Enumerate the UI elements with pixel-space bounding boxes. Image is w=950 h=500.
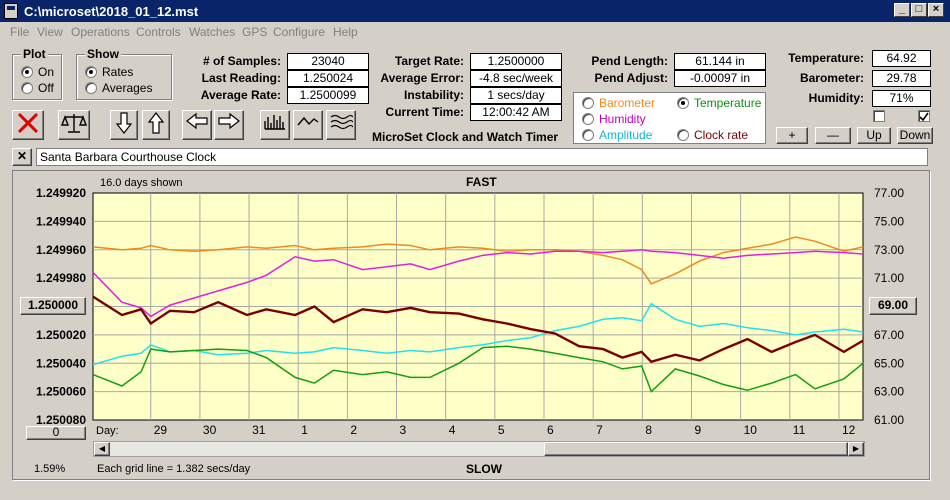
arrow-down-icon [115,112,133,134]
menu-gps[interactable]: GPS [242,25,268,39]
radio-empty-icon [85,82,97,94]
checkmark-icon [919,112,929,122]
clear-name-button[interactable]: ✕ [12,148,32,166]
move-up-button[interactable] [142,110,170,140]
radio-selected-icon [677,97,689,109]
instability-field: 1 secs/day [470,87,562,104]
menu-configure[interactable]: Configure [273,25,326,39]
current-time-label: Current Time: [385,105,464,119]
barometer-field: 29.78 [872,70,931,87]
plot-off-radio[interactable]: Off [21,81,54,95]
samples-field: 23040 [287,53,369,70]
average-error-label: Average Error: [380,71,464,85]
pend-length-label: Pend Length: [591,54,668,68]
scroll-left-arrow-icon[interactable]: ◀ [94,442,110,456]
histogram-view-button[interactable] [260,110,290,140]
arrow-up-icon [147,112,165,134]
radio-empty-icon [21,82,33,94]
radio-empty-icon [677,129,689,141]
aux-clock-rate-radio[interactable]: Clock rate [677,128,748,142]
aux-up-button[interactable]: Up [857,127,891,144]
scroll-right-button[interactable] [214,110,244,140]
aux-plus-button[interactable]: + [776,127,808,144]
aux-down-button[interactable]: Down [897,127,933,144]
arrow-left-icon [186,112,208,130]
menu-view[interactable]: View [37,25,63,39]
multi-wave-icon [330,114,353,130]
menu-bar: File View Operations Controls Watches GP… [0,22,950,42]
scroll-left-button[interactable] [182,110,212,140]
last-reading-label: Last Reading: [201,71,281,85]
aux-barometer-radio[interactable]: Barometer [582,96,655,110]
balance-button[interactable] [58,110,90,140]
app-caption: MicroSet Clock and Watch Timer [372,130,559,144]
pend-adjust-label: Pend Adjust: [594,71,668,85]
move-down-button[interactable] [110,110,138,140]
instability-label: Instability: [403,88,464,102]
right-value-button[interactable]: 69.00 [869,297,917,315]
close-x-icon: ✕ [16,149,28,163]
radio-empty-icon [582,113,594,125]
last-reading-field: 1.250024 [287,70,369,87]
target-rate-label: Target Rate: [394,54,464,68]
menu-file[interactable]: File [10,25,30,39]
temperature-field: 64.92 [872,50,931,67]
menu-watches[interactable]: Watches [189,25,236,39]
average-rate-label: Average Rate: [200,88,281,102]
scale-balance-icon [61,114,87,133]
scroll-right-arrow-icon[interactable]: ▶ [848,442,864,456]
pend-adjust-field: -0.00097 in [674,70,766,87]
aux-temperature-radio[interactable]: Temperature [677,96,761,110]
left-value-button[interactable]: 1.250000 [20,297,86,315]
title-bar: C:\microset\2018_01_12.mst _ □ × [0,0,950,22]
show-rates-radio[interactable]: Rates [85,65,133,79]
chart-panel [12,170,930,480]
menu-operations[interactable]: Operations [71,25,130,39]
show-group-label: Show [85,47,121,61]
minimize-button[interactable]: _ [894,3,910,17]
barometer-label: Barometer: [799,71,864,85]
current-time-field: 12:00:42 AM [470,104,562,121]
arrow-right-icon [218,112,240,130]
aux-humidity-radio[interactable]: Humidity [582,112,646,126]
scrollbar-thumb[interactable] [544,442,848,456]
show-group: Show Rates Averages [76,47,172,100]
radio-empty-icon [582,97,594,109]
pend-length-field: 61.144 in [674,53,766,70]
close-button[interactable]: × [928,3,944,17]
samples-label: # of Samples: [202,54,281,68]
aux-amplitude-radio[interactable]: Amplitude [582,128,652,142]
humidity-label: Humidity: [808,91,864,105]
menu-help[interactable]: Help [333,25,358,39]
temperature-label: Temperature: [788,51,864,65]
aux-checkbox-2[interactable] [918,110,930,122]
chart-scrollbar[interactable]: ◀ ▶ [93,441,865,457]
smooth-view-button[interactable] [326,110,356,140]
clock-name-input[interactable]: Santa Barbara Courthouse Clock [36,148,928,166]
aux-minus-button[interactable]: — [815,127,851,144]
radio-selected-icon [85,66,97,78]
menu-controls[interactable]: Controls [136,25,181,39]
line-view-button[interactable] [293,110,323,140]
aux-series-selector: Barometer Humidity Amplitude Temperature… [573,92,766,144]
plot-group: Plot On Off [12,47,62,100]
bar-histogram-icon [264,115,285,130]
target-rate-field[interactable]: 1.2500000 [470,53,562,70]
humidity-field: 71% [872,90,931,107]
show-averages-radio[interactable]: Averages [85,81,152,95]
maximize-button[interactable]: □ [911,3,927,17]
plot-group-label: Plot [21,47,48,61]
radio-selected-icon [21,66,33,78]
window-title: C:\microset\2018_01_12.mst [24,4,199,19]
plot-on-radio[interactable]: On [21,65,54,79]
average-error-field: -4.8 sec/week [470,70,562,87]
line-wave-icon [297,116,319,126]
red-x-icon [17,112,39,134]
radio-empty-icon [582,129,594,141]
aux-checkbox-1[interactable] [873,110,885,122]
app-icon [4,3,18,19]
average-rate-field: 1.2500099 [287,87,369,104]
zero-button[interactable]: 0 [26,426,86,440]
clear-button[interactable] [12,110,44,140]
